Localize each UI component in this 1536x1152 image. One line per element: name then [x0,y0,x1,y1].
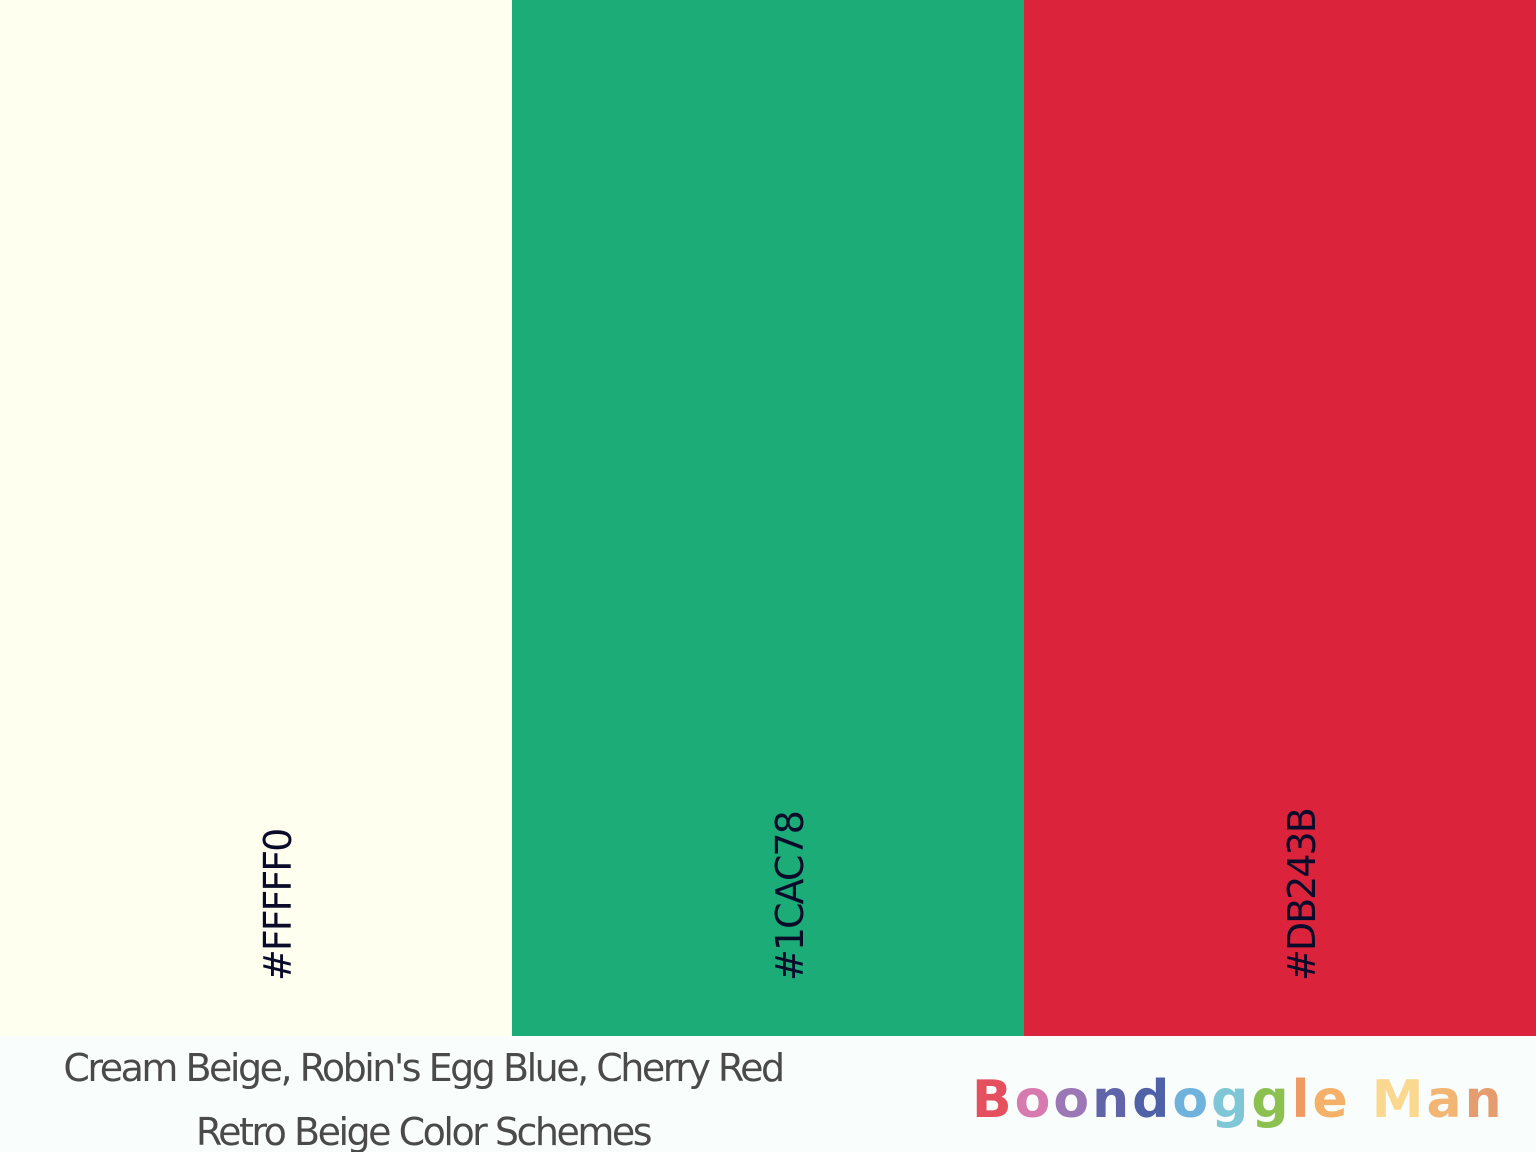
hex-code-label: #DB243B [1280,809,1324,981]
brand-logo-letter: a [1426,1070,1465,1130]
palette-caption: Cream Beige, Robin's Egg Blue, Cherry Re… [0,1036,846,1152]
palette-name: Cream Beige, Robin's Egg Blue, Cherry Re… [63,1046,785,1090]
swatch-robins-egg-blue: #1CAC78 [512,0,1024,1036]
brand-logo-letter: o [1014,1070,1054,1130]
brand-logo-letter: l [1291,1070,1313,1130]
brand-logo: Boondoggle Man [972,1068,1505,1132]
brand-logo-letter: B [972,1070,1015,1130]
swatch-cherry-red: #DB243B [1024,0,1536,1036]
brand-logo-letter: g [1251,1070,1292,1130]
swatch-cream-beige: #FFFFF0 [0,0,512,1036]
brand-logo-letter [1351,1070,1372,1130]
brand-logo-letter: d [1132,1070,1173,1130]
brand-logo-letter: o [1053,1070,1093,1130]
brand-logo-letter: M [1371,1070,1427,1130]
brand-logo-letter: g [1211,1070,1252,1130]
color-swatches: #FFFFF0 #1CAC78 #DB243B [0,0,1536,1036]
palette-category: Retro Beige Color Schemes [195,1110,653,1152]
hex-code-label: #FFFFF0 [256,829,300,981]
brand-logo-letter: n [1092,1070,1133,1130]
brand-logo-letter: n [1464,1070,1505,1130]
brand-logo-text: Boondoggle Man [972,1070,1505,1130]
brand-logo-letter: e [1312,1070,1351,1130]
hex-code-label: #1CAC78 [768,812,812,981]
brand-logo-letter: o [1172,1070,1212,1130]
footer-bar: Cream Beige, Robin's Egg Blue, Cherry Re… [0,1036,1536,1152]
